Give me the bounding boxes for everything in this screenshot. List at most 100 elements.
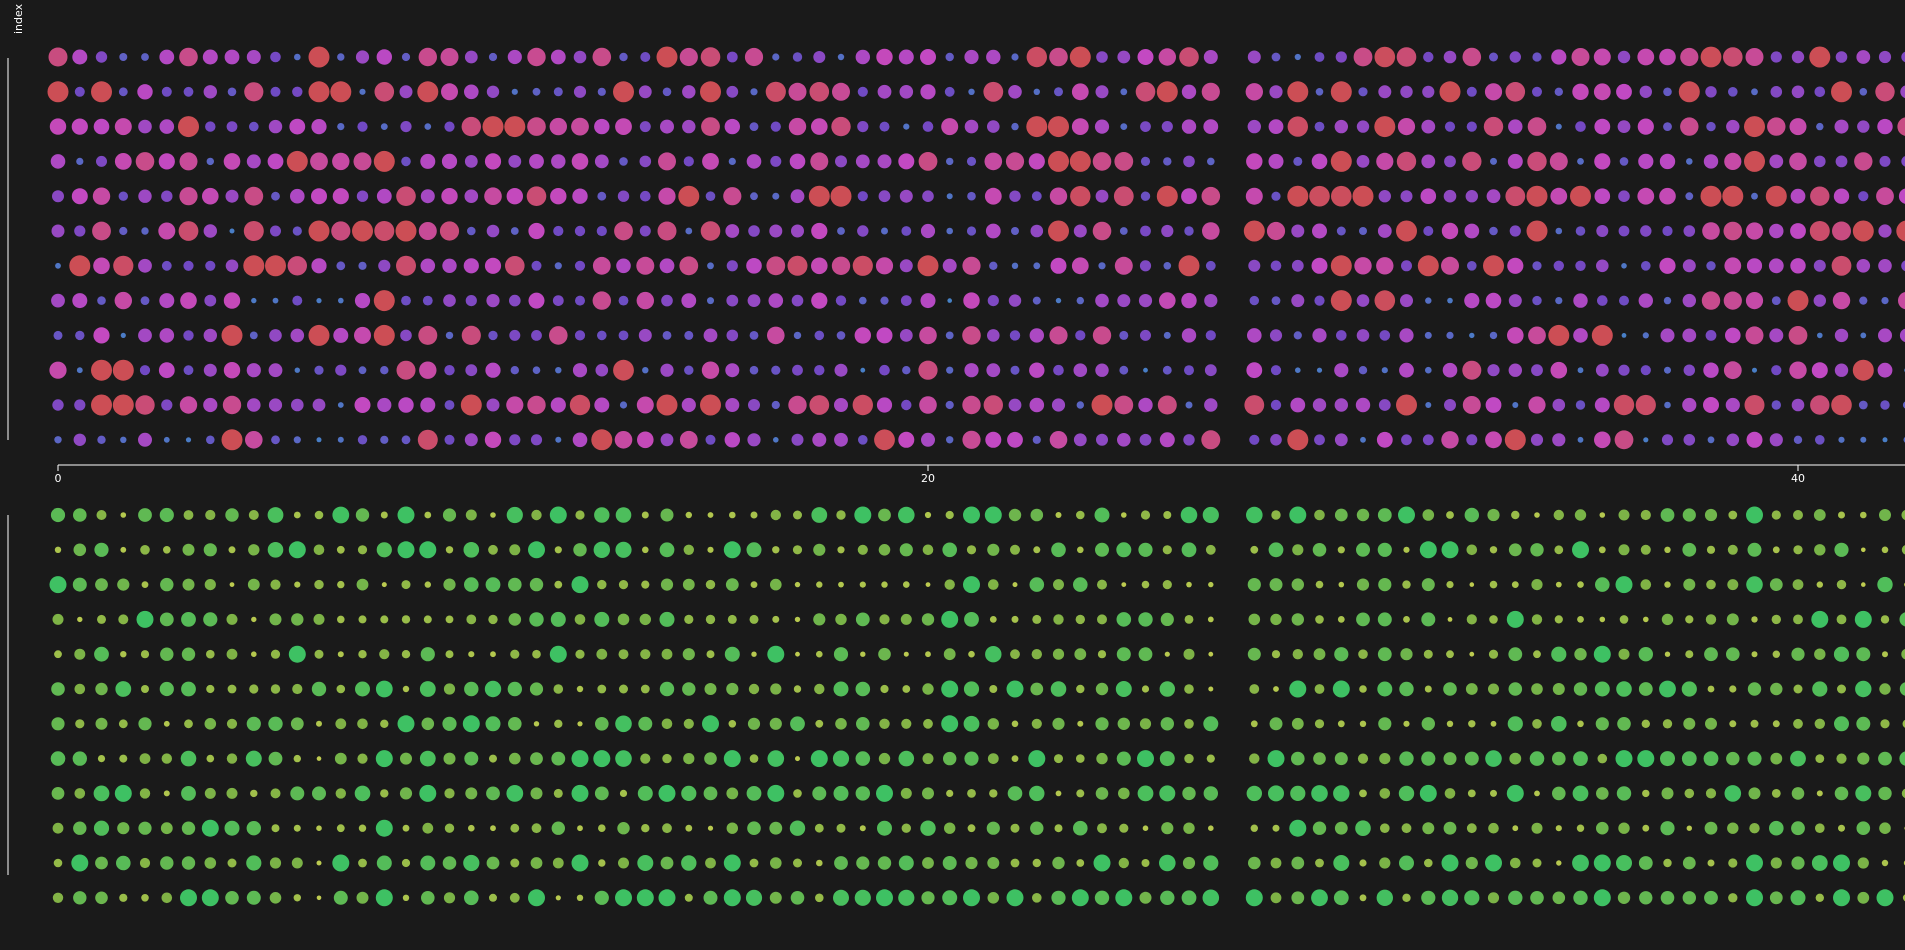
bottom-panel-point <box>1552 786 1566 801</box>
top-panel-point <box>486 85 500 99</box>
bottom-panel-point <box>159 507 174 523</box>
bottom-panel-point <box>1095 787 1109 800</box>
bottom-panel-point <box>1334 821 1348 835</box>
top-panel-point <box>771 400 780 410</box>
bottom-panel-point <box>444 788 455 799</box>
top-panel-point <box>1179 47 1199 67</box>
top-panel-point <box>73 433 87 446</box>
bottom-panel-point <box>615 889 632 907</box>
top-panel-point <box>308 81 330 103</box>
top-panel-point <box>1878 224 1892 238</box>
top-panel-point <box>618 295 629 306</box>
top-panel-point <box>526 186 547 206</box>
top-panel-point <box>922 121 934 132</box>
bottom-panel-point <box>268 751 283 766</box>
top-panel-point <box>1723 361 1742 380</box>
bottom-panel-point <box>1184 753 1194 764</box>
top-panel-point <box>1490 157 1497 165</box>
top-panel-point <box>1685 192 1694 201</box>
bottom-panel-point <box>530 857 543 869</box>
bottom-panel-point <box>637 785 653 801</box>
bottom-panel-point <box>1376 889 1394 906</box>
bottom-panel-point <box>1704 890 1718 905</box>
bottom-panel-point <box>1857 891 1870 904</box>
bottom-panel-point <box>1137 750 1154 768</box>
top-panel-point <box>1700 46 1722 68</box>
bottom-panel-point <box>93 820 110 836</box>
bottom-panel-point <box>206 649 215 659</box>
bottom-panel-point <box>903 581 910 588</box>
bottom-panel-point <box>1116 612 1132 627</box>
top-panel-point <box>964 49 979 65</box>
bottom-panel-point <box>1769 820 1784 836</box>
bottom-panel-point <box>902 685 911 693</box>
top-panel-point <box>1532 52 1542 62</box>
bottom-panel-point <box>1512 825 1519 832</box>
bottom-panel-point <box>1661 787 1674 800</box>
bottom-panel-point <box>1834 716 1849 732</box>
top-panel-point <box>222 395 242 415</box>
bottom-panel-point <box>420 855 436 871</box>
bottom-panel-point <box>1141 685 1150 693</box>
top-panel-point <box>1156 185 1178 207</box>
top-panel-point <box>49 361 67 379</box>
top-panel-point <box>1505 82 1526 102</box>
top-panel-point <box>93 118 110 135</box>
bottom-panel-point <box>876 889 893 907</box>
top-panel-point <box>271 191 280 201</box>
top-panel-point <box>221 429 243 451</box>
top-panel-point <box>444 365 455 376</box>
top-panel-point <box>1527 117 1547 136</box>
bottom-panel-point <box>594 786 609 801</box>
bottom-panel-point <box>1077 546 1084 554</box>
top-panel-point <box>1575 226 1586 236</box>
top-panel-point <box>1356 120 1370 133</box>
top-panel-point <box>1771 296 1781 305</box>
top-panel-point <box>1791 398 1805 412</box>
top-panel-point <box>1113 186 1134 207</box>
top-panel-point <box>919 396 937 414</box>
top-panel-point <box>396 186 416 206</box>
top-panel-point <box>880 296 889 305</box>
top-panel-point <box>1119 330 1129 340</box>
bottom-panel-point <box>1359 685 1367 693</box>
top-panel-point <box>352 220 373 242</box>
bottom-panel-point <box>1489 615 1498 624</box>
bottom-panel-point <box>942 890 958 906</box>
top-panel-point <box>52 190 64 203</box>
top-panel-point <box>464 155 478 168</box>
top-panel-point <box>1831 255 1852 276</box>
bottom-panel-point <box>119 754 128 763</box>
bottom-panel-point <box>1727 544 1738 555</box>
top-panel-point <box>50 154 66 169</box>
bottom-panel-point <box>571 854 589 872</box>
top-panel-point <box>1374 116 1396 138</box>
bottom-panel-point <box>358 824 367 832</box>
top-panel-point <box>898 431 915 448</box>
top-panel-point <box>1249 434 1260 445</box>
top-panel-point <box>1596 259 1609 273</box>
bottom-panel-point <box>1661 613 1674 626</box>
top-panel-point <box>289 118 306 135</box>
top-panel-point <box>337 436 344 443</box>
top-panel-point <box>657 221 677 241</box>
top-panel-point <box>356 190 369 202</box>
top-panel-point <box>1245 187 1263 205</box>
bottom-panel-point <box>795 651 800 657</box>
bottom-panel-point <box>1291 578 1305 591</box>
top-panel-point <box>1378 190 1392 203</box>
top-panel-point <box>1554 87 1564 97</box>
bottom-panel-point <box>269 892 282 904</box>
bottom-panel-point <box>117 822 130 835</box>
top-panel-point <box>1876 187 1894 206</box>
bottom-panel-point <box>375 750 393 768</box>
top-panel-point <box>1295 367 1301 374</box>
bottom-panel-point <box>571 576 589 594</box>
top-panel-point <box>97 296 106 305</box>
bottom-panel-point <box>1208 651 1214 657</box>
axes: index <box>7 3 1905 875</box>
top-panel-point <box>1751 192 1758 200</box>
top-panel-point <box>1138 397 1153 413</box>
bottom-panel-point <box>1398 785 1415 802</box>
top-panel-point <box>1140 191 1151 201</box>
